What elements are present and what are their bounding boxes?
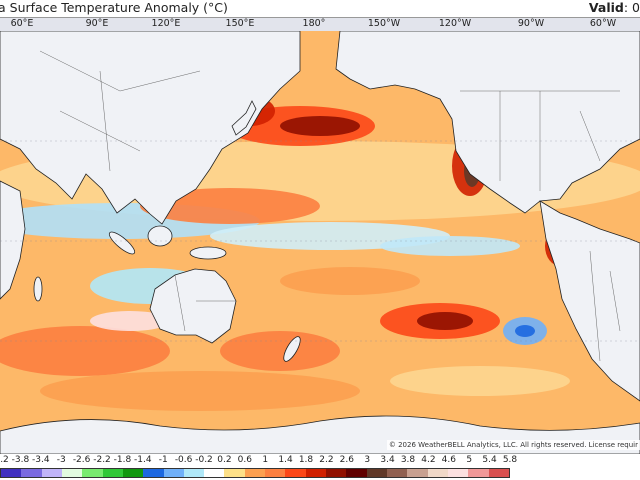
longitude-label: 150°W xyxy=(367,18,401,29)
legend-swatch xyxy=(488,469,509,477)
legend-swatch xyxy=(1,469,22,477)
legend-swatch xyxy=(204,469,225,477)
legend-label: -3.8 xyxy=(11,455,30,465)
legend-label: -0.2 xyxy=(195,455,213,465)
legend-label: -1.4 xyxy=(134,455,152,465)
legend-label: 5.8 xyxy=(502,455,518,465)
legend-label: -1 xyxy=(158,455,168,465)
legend-label: -2.2 xyxy=(93,455,111,465)
legend-swatch xyxy=(244,469,266,477)
legend-swatch xyxy=(224,469,245,477)
legend-swatch xyxy=(386,469,408,477)
legend-label: -3.4 xyxy=(32,455,50,465)
legend-swatch xyxy=(122,469,144,477)
legend-label: 1.8 xyxy=(298,455,314,465)
madagascar xyxy=(33,276,43,302)
legend-label: 3.4 xyxy=(380,455,395,465)
legend-swatch xyxy=(447,469,469,477)
borneo xyxy=(147,225,173,247)
africa xyxy=(0,180,26,300)
legend-swatch xyxy=(163,469,184,477)
legend-swatch xyxy=(143,469,164,477)
legend-label: 4.2 xyxy=(421,455,436,465)
legend-swatch xyxy=(427,469,448,477)
legend-swatch xyxy=(61,469,83,477)
legend-swatch xyxy=(41,469,62,477)
legend-swatch xyxy=(326,469,347,477)
asia xyxy=(0,31,301,225)
legend-label: 5.4 xyxy=(482,455,497,465)
legend-label: 4.6 xyxy=(441,455,456,465)
legend-swatch xyxy=(183,469,205,477)
new-zealand xyxy=(283,336,301,362)
legend-swatch xyxy=(407,469,428,477)
legend-swatch xyxy=(102,469,123,477)
new-guinea xyxy=(189,246,227,260)
valid-label: Valid xyxy=(588,0,624,15)
south-america xyxy=(539,200,640,402)
borders xyxy=(39,50,621,362)
legend-swatch xyxy=(346,469,367,477)
legend-label: 0.2 xyxy=(217,455,232,465)
header: a Surface Temperature Anomaly (°C) Valid… xyxy=(0,0,640,18)
longitude-label: 150°E xyxy=(225,18,255,29)
copyright-notice: © 2026 WeatherBELL Analytics, LLC. All r… xyxy=(386,440,640,450)
sst-anomaly-map xyxy=(0,31,640,454)
north-america xyxy=(335,31,640,214)
legend-label: 0.6 xyxy=(237,455,252,465)
sumatra xyxy=(108,231,136,255)
legend-label: 2.6 xyxy=(339,455,354,465)
land xyxy=(0,31,640,454)
longitude-label: 120°E xyxy=(151,18,181,29)
legend-label: -4.2 xyxy=(0,455,9,465)
longitude-label: 90°W xyxy=(517,18,545,29)
legend-label: 1 xyxy=(262,455,269,465)
legend-label: 5 xyxy=(466,455,473,465)
longitude-label: 60°W xyxy=(589,18,617,29)
legend-swatch xyxy=(285,469,306,477)
longitude-label: 60°E xyxy=(10,18,34,29)
valid-time: Valid: 0 xyxy=(589,0,640,15)
legend-label: 1.4 xyxy=(278,455,293,465)
legend-swatch xyxy=(21,469,42,477)
legend-label: 3.8 xyxy=(400,455,416,465)
legend-label: 3 xyxy=(364,455,371,465)
longitude-labels: 60°E 90°E 120°E 150°E 180° 150°W 120°W 90°W 60°W xyxy=(0,18,640,31)
legend-swatch xyxy=(366,469,387,477)
valid-value: : 0 xyxy=(623,0,640,15)
legend-label: 2.2 xyxy=(319,455,334,465)
legend-colorbar xyxy=(0,468,510,478)
legend-swatch xyxy=(468,469,489,477)
legend-swatch xyxy=(82,469,103,477)
legend-label: -3 xyxy=(56,455,66,465)
legend-label: -0.6 xyxy=(174,455,193,465)
australia xyxy=(149,268,237,344)
legend-label: -1.8 xyxy=(113,455,132,465)
map-title: a Surface Temperature Anomaly (°C) xyxy=(0,0,228,15)
japan xyxy=(231,100,257,136)
color-legend: -4.2-3.8-3.4 -3 -2.6-2.2-1.8-1.4 -1 -0.6-0.2… xyxy=(0,455,640,480)
graticule xyxy=(0,140,640,342)
longitude-label: 180° xyxy=(302,18,326,29)
legend-swatch xyxy=(265,469,286,477)
legend-label: -2.6 xyxy=(72,455,91,465)
legend-swatch xyxy=(305,469,326,477)
longitude-label: 120°W xyxy=(438,18,472,29)
longitude-label: 90°E xyxy=(85,18,109,29)
